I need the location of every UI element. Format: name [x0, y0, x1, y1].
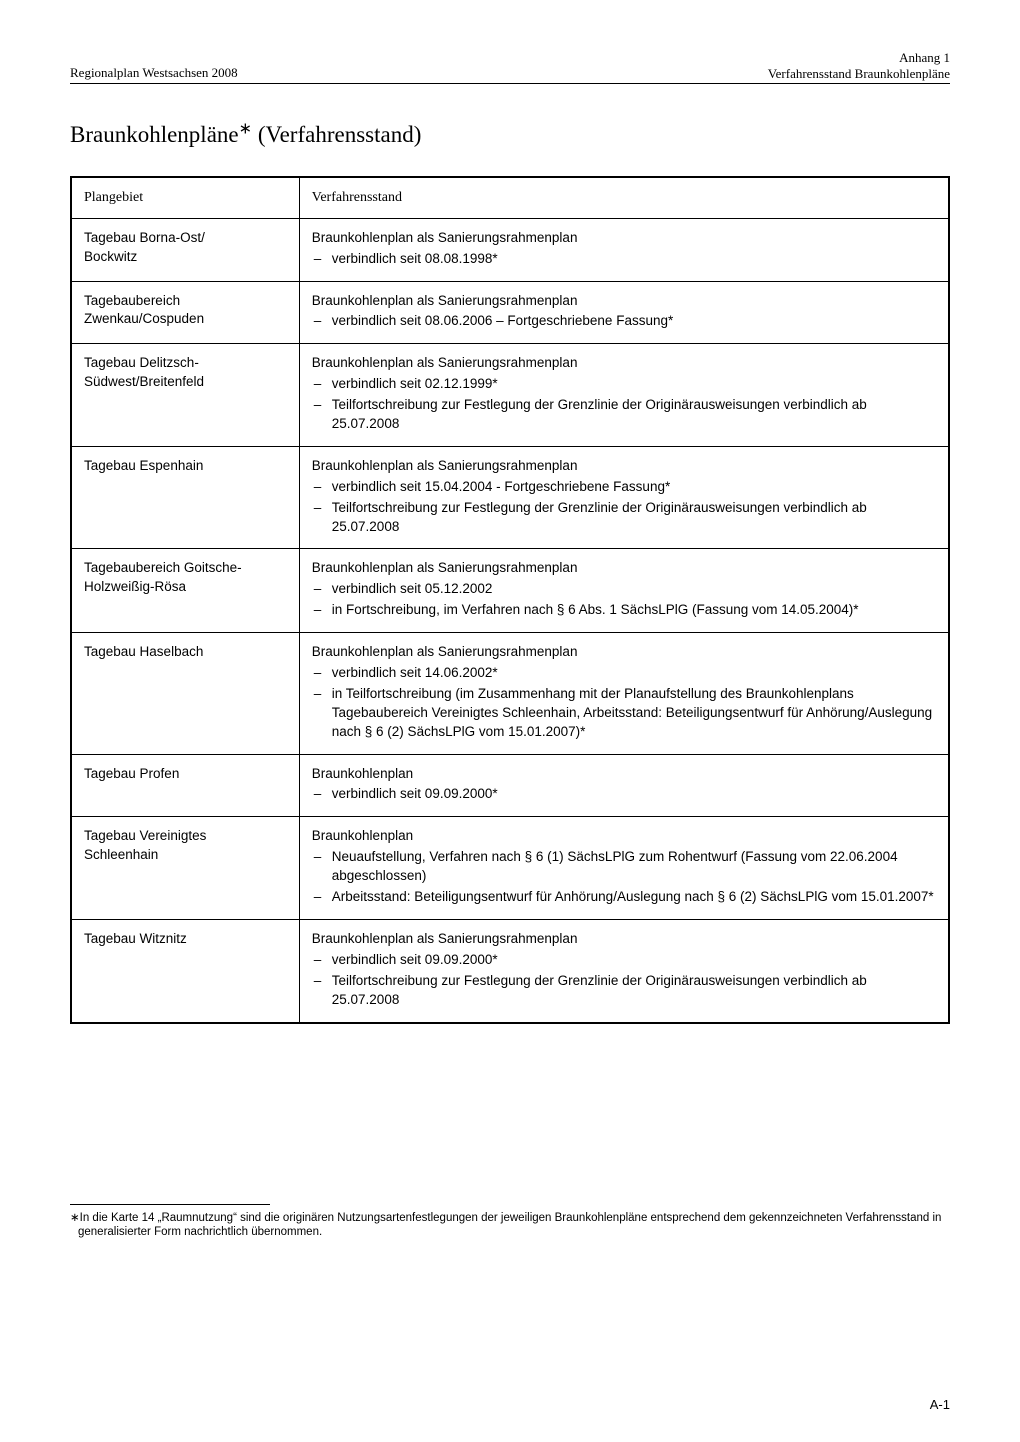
- bullet-item: in Teilfortschreibung (im Zusammenhang m…: [312, 685, 936, 742]
- bullet-list: verbindlich seit 09.09.2000*: [312, 785, 936, 804]
- plangebiet-cell: Tagebau Haselbach: [71, 633, 299, 754]
- verfahrensstand-cell: Braunkohlenplan als Sanierungsrahmenplan…: [299, 281, 949, 344]
- bullet-item: verbindlich seit 05.12.2002: [312, 580, 936, 599]
- row-title: Braunkohlenplan als Sanierungsrahmenplan: [312, 354, 936, 373]
- table-header-verfahrensstand: Verfahrensstand: [299, 177, 949, 218]
- bullet-item: Teilfortschreibung zur Festlegung der Gr…: [312, 972, 936, 1010]
- bullet-item: Arbeitsstand: Beteiligungsentwurf für An…: [312, 888, 936, 907]
- plangebiet-cell: TagebaubereichZwenkau/Cospuden: [71, 281, 299, 344]
- verfahrensstand-cell: Braunkohlenplan als Sanierungsrahmenplan…: [299, 344, 949, 447]
- plangebiet-cell: Tagebau Espenhain: [71, 446, 299, 549]
- row-title: Braunkohlenplan als Sanierungsrahmenplan: [312, 930, 936, 949]
- footnote-text: In die Karte 14 „Raumnutzung“ sind die o…: [78, 1212, 941, 1239]
- row-title: Braunkohlenplan als Sanierungsrahmenplan: [312, 292, 936, 311]
- verfahrensstand-cell: Braunkohlenplan als Sanierungsrahmenplan…: [299, 633, 949, 754]
- bullet-item: in Fortschreibung, im Verfahren nach § 6…: [312, 601, 936, 620]
- row-title: Braunkohlenplan als Sanierungsrahmenplan: [312, 643, 936, 662]
- row-title: Braunkohlenplan als Sanierungsrahmenplan: [312, 457, 936, 476]
- header-right-top: Anhang 1: [768, 50, 950, 66]
- page-number: A-1: [930, 1397, 950, 1412]
- bullet-item: verbindlich seit 09.09.2000*: [312, 785, 936, 804]
- bullet-item: Neuaufstellung, Verfahren nach § 6 (1) S…: [312, 848, 936, 886]
- row-title: Braunkohlenplan: [312, 765, 936, 784]
- table-row: Tagebaubereich Goitsche-Holzweißig-RösaB…: [71, 549, 949, 633]
- table-row: Tagebau ProfenBraunkohlenplanverbindlich…: [71, 754, 949, 817]
- verfahrensstand-cell: Braunkohlenplan als Sanierungsrahmenplan…: [299, 218, 949, 281]
- table-row: Tagebau VereinigtesSchleenhainBraunkohle…: [71, 817, 949, 920]
- braunkohlenplaene-table: Plangebiet Verfahrensstand Tagebau Borna…: [70, 176, 950, 1023]
- verfahrensstand-cell: Braunkohlenplan als Sanierungsrahmenplan…: [299, 919, 949, 1022]
- table-row: TagebaubereichZwenkau/CospudenBraunkohle…: [71, 281, 949, 344]
- plangebiet-cell: Tagebau Borna-Ost/Bockwitz: [71, 218, 299, 281]
- page-title: Braunkohlenpläne∗ (Verfahrensstand): [70, 122, 950, 148]
- verfahrensstand-cell: Braunkohlenplanverbindlich seit 09.09.20…: [299, 754, 949, 817]
- bullet-item: verbindlich seit 08.06.2006 – Fortgeschr…: [312, 312, 936, 331]
- bullet-item: verbindlich seit 02.12.1999*: [312, 375, 936, 394]
- bullet-list: verbindlich seit 09.09.2000* Teilfortschr…: [312, 951, 936, 1010]
- title-footnote-marker: ∗: [239, 121, 253, 138]
- footnote: ∗In die Karte 14 „Raumnutzung“ sind die …: [70, 1211, 950, 1241]
- plangebiet-cell: Tagebau Delitzsch-Südwest/Breitenfeld: [71, 344, 299, 447]
- verfahrensstand-cell: Braunkohlenplan Neuaufstellung, Verfahren…: [299, 817, 949, 920]
- table-row: Tagebau EspenhainBraunkohlenplan als San…: [71, 446, 949, 549]
- bullet-item: verbindlich seit 15.04.2004 - Fortgeschr…: [312, 478, 936, 497]
- plangebiet-cell: Tagebaubereich Goitsche-Holzweißig-Rösa: [71, 549, 299, 633]
- header-right: Anhang 1 Verfahrensstand Braunkohlenplän…: [768, 50, 950, 81]
- title-main: Braunkohlenpläne: [70, 122, 239, 147]
- footnote-rule: [70, 1204, 270, 1205]
- bullet-list: verbindlich seit 08.06.2006 – Fortgeschr…: [312, 312, 936, 331]
- header-right-bottom: Verfahrensstand Braunkohlenpläne: [768, 66, 950, 82]
- table-header-plangebiet: Plangebiet: [71, 177, 299, 218]
- bullet-item: verbindlich seit 08.08.1998*: [312, 250, 936, 269]
- verfahrensstand-cell: Braunkohlenplan als Sanierungsrahmenplan…: [299, 549, 949, 633]
- row-title: Braunkohlenplan als Sanierungsrahmenplan: [312, 559, 936, 578]
- row-title: Braunkohlenplan als Sanierungsrahmenplan: [312, 229, 936, 248]
- bullet-list: verbindlich seit 14.06.2002* in Teilforts…: [312, 664, 936, 742]
- bullet-list: verbindlich seit 05.12.2002 in Fortschrei…: [312, 580, 936, 620]
- page: Regionalplan Westsachsen 2008 Anhang 1 V…: [0, 0, 1020, 1442]
- table-row: Tagebau Delitzsch-Südwest/BreitenfeldBra…: [71, 344, 949, 447]
- page-header: Regionalplan Westsachsen 2008 Anhang 1 V…: [70, 50, 950, 84]
- title-suffix: (Verfahrensstand): [252, 122, 421, 147]
- bullet-list: verbindlich seit 15.04.2004 - Fortgeschr…: [312, 478, 936, 537]
- bullet-list: verbindlich seit 08.08.1998*: [312, 250, 936, 269]
- header-left: Regionalplan Westsachsen 2008: [70, 65, 238, 81]
- plangebiet-cell: Tagebau Witznitz: [71, 919, 299, 1022]
- bullet-item: verbindlich seit 09.09.2000*: [312, 951, 936, 970]
- plangebiet-cell: Tagebau VereinigtesSchleenhain: [71, 817, 299, 920]
- row-title: Braunkohlenplan: [312, 827, 936, 846]
- table-row: Tagebau HaselbachBraunkohlenplan als San…: [71, 633, 949, 754]
- bullet-list: Neuaufstellung, Verfahren nach § 6 (1) S…: [312, 848, 936, 907]
- table-row: Tagebau WitznitzBraunkohlenplan als Sani…: [71, 919, 949, 1022]
- bullet-list: verbindlich seit 02.12.1999* Teilfortschr…: [312, 375, 936, 434]
- verfahrensstand-cell: Braunkohlenplan als Sanierungsrahmenplan…: [299, 446, 949, 549]
- table-header-row: Plangebiet Verfahrensstand: [71, 177, 949, 218]
- bullet-item: verbindlich seit 14.06.2002*: [312, 664, 936, 683]
- bullet-item: Teilfortschreibung zur Festlegung der Gr…: [312, 396, 936, 434]
- table-row: Tagebau Borna-Ost/BockwitzBraunkohlenpla…: [71, 218, 949, 281]
- bullet-item: Teilfortschreibung zur Festlegung der Gr…: [312, 499, 936, 537]
- plangebiet-cell: Tagebau Profen: [71, 754, 299, 817]
- footnote-marker: ∗: [70, 1212, 80, 1224]
